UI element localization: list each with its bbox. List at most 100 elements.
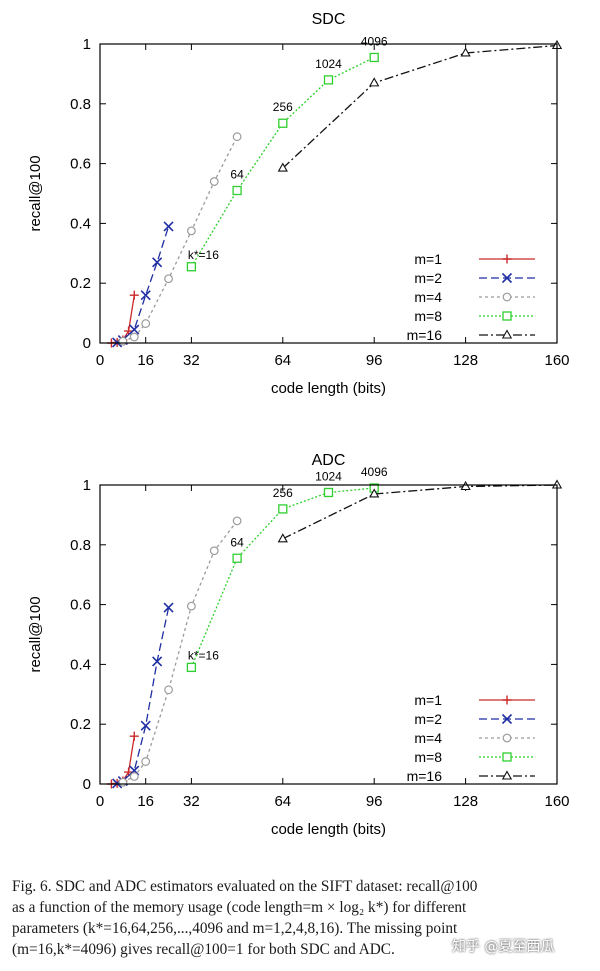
data-point <box>186 226 196 236</box>
plot-frame <box>99 484 558 785</box>
data-point <box>129 731 139 741</box>
series-line <box>122 520 238 783</box>
y-tick-label: 1 <box>83 477 91 494</box>
legend-label: m=1 <box>414 251 442 267</box>
y-tick-label: 0.6 <box>70 597 91 614</box>
data-point <box>164 274 173 284</box>
legend-label: m=4 <box>414 289 442 305</box>
data-point <box>118 777 128 787</box>
data-point <box>152 656 163 667</box>
series-m8 <box>186 52 379 272</box>
data-point <box>460 47 471 57</box>
series-line <box>190 487 375 668</box>
chart-title: ADC <box>312 452 346 469</box>
data-point <box>278 118 288 128</box>
data-point <box>323 487 334 498</box>
x-tick-label: 64 <box>274 793 291 810</box>
y-tick-label: 0.2 <box>70 716 91 733</box>
legend-label: m=16 <box>407 327 443 343</box>
x-tick-label: 96 <box>366 793 383 810</box>
figure-caption: Fig. 6. SDC and ADC estimators evaluated… <box>12 876 586 960</box>
y-tick-label: 1 <box>83 36 91 53</box>
legend-swatch-marker <box>501 770 513 780</box>
watermark: 知乎 @夏至西瓜 <box>452 939 555 955</box>
y-tick-label: 0.4 <box>70 215 91 232</box>
x-tick-label: 128 <box>453 793 478 810</box>
data-point <box>129 290 139 300</box>
series-m16 <box>277 39 563 172</box>
data-point <box>460 480 471 491</box>
data-point <box>232 553 242 563</box>
data-point <box>369 488 380 498</box>
series-m8 <box>186 483 379 673</box>
data-point <box>141 319 151 328</box>
series-line <box>282 484 558 540</box>
data-point <box>129 772 139 781</box>
point-annotation: 4096 <box>361 465 388 479</box>
caption-line-1: Fig. 6. SDC and ADC estimators evaluated… <box>12 878 478 895</box>
legend-label: m=4 <box>414 730 442 746</box>
y-tick-label: 0.8 <box>70 96 91 113</box>
data-point <box>278 504 288 514</box>
y-tick-label: 0.6 <box>70 156 91 173</box>
x-tick-label: 16 <box>137 352 154 369</box>
data-point <box>209 546 219 556</box>
legend-swatch-marker <box>501 713 513 725</box>
x-axis-label: code length (bits) <box>271 821 386 838</box>
point-annotation: 256 <box>273 100 293 114</box>
legend-swatch-marker <box>501 272 513 284</box>
caption-line-4: (m=16,k*=4096) gives recall@100=1 for bo… <box>12 941 395 958</box>
sdc-chart: SDC code length (bits) recall@100 0 16 32 64 96… <box>27 11 570 397</box>
point-annotation: 64 <box>230 168 244 182</box>
x-tick-label: 32 <box>183 352 200 369</box>
data-point <box>209 177 219 186</box>
data-point <box>232 516 242 526</box>
x-tick-label: 16 <box>137 793 154 810</box>
data-point <box>140 720 151 731</box>
caption-line-2: as a function of the memory usage (code … <box>12 899 467 916</box>
adc-chart: ADC code length (bits) recall@100 0 16 32 64 96… <box>27 452 570 838</box>
legend-swatch-marker <box>501 329 513 339</box>
point-annotation: 4096 <box>361 34 388 48</box>
y-axis-label: recall@100 <box>27 596 44 672</box>
legend-label: m=2 <box>414 270 442 286</box>
x-tick-label: 96 <box>366 352 383 369</box>
y-tick-label: 0.8 <box>70 537 91 554</box>
point-annotation: 256 <box>273 486 293 500</box>
series-m4 <box>118 132 242 346</box>
series-m16 <box>277 479 563 543</box>
point-annotation: k*=16 <box>188 248 219 262</box>
legend-swatch-marker <box>502 695 512 705</box>
x-axis-label: code length (bits) <box>271 380 386 397</box>
data-point <box>186 262 197 272</box>
point-annotation: k*=16 <box>188 648 219 662</box>
data-point <box>277 162 288 172</box>
caption-line-3: parameters (k*=16,64,256,...,4096 and m=… <box>12 920 458 937</box>
x-tick-label: 0 <box>96 793 104 810</box>
series-line <box>190 56 375 268</box>
data-point <box>140 290 151 301</box>
data-point <box>277 533 288 543</box>
data-point <box>232 132 242 142</box>
data-point <box>186 662 197 673</box>
series-m2 <box>112 221 174 348</box>
legend-swatch-marker <box>502 752 512 762</box>
data-point <box>163 602 174 613</box>
x-tick-label: 0 <box>96 352 104 369</box>
series-line <box>282 44 558 169</box>
series-m4 <box>118 516 242 787</box>
point-annotation: 64 <box>230 535 244 549</box>
data-point <box>323 75 334 85</box>
chart-title: SDC <box>312 11 346 28</box>
data-point <box>163 221 174 232</box>
data-point <box>129 324 140 335</box>
point-annotation: 1024 <box>315 469 342 483</box>
data-point <box>232 185 242 196</box>
data-point <box>369 77 380 87</box>
x-tick-label: 160 <box>544 352 569 369</box>
legend-swatch-marker <box>502 733 512 743</box>
point-annotation: 1024 <box>315 57 342 71</box>
data-point <box>164 685 173 695</box>
data-point <box>369 52 379 63</box>
legend-label: m=8 <box>414 308 442 324</box>
